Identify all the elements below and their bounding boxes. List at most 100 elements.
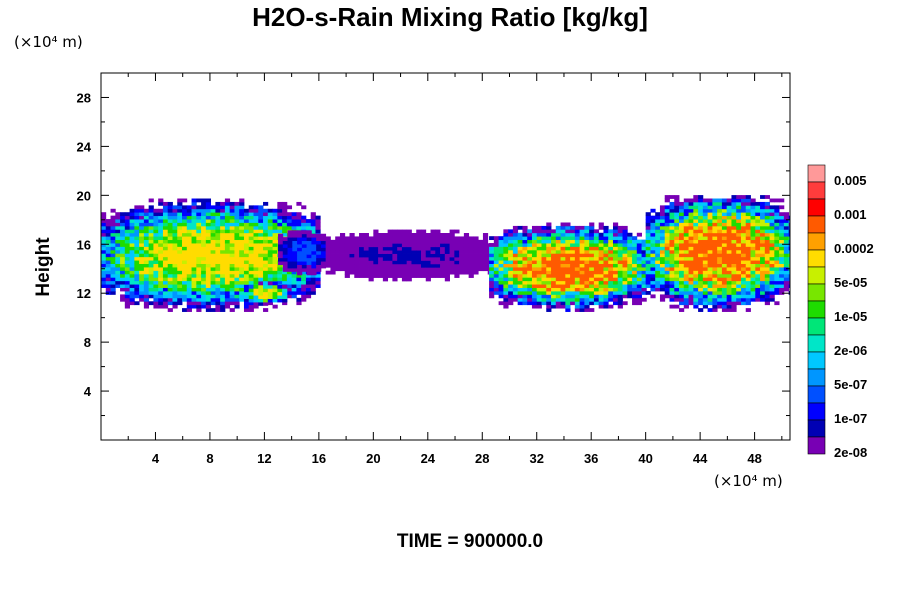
colorbar-swatch bbox=[807, 368, 826, 387]
heatmap-cell bbox=[248, 225, 254, 230]
heatmap-cell bbox=[736, 273, 742, 278]
heatmap-cell bbox=[478, 239, 484, 244]
heatmap-cell bbox=[220, 232, 226, 237]
heatmap-cell bbox=[382, 239, 389, 244]
heatmap-cell bbox=[139, 287, 145, 292]
heatmap-cell bbox=[593, 280, 600, 285]
heatmap-cell bbox=[760, 253, 766, 258]
heatmap-cell bbox=[459, 267, 465, 272]
heatmap-cell bbox=[669, 239, 675, 244]
heatmap-cell bbox=[669, 232, 675, 237]
heatmap-cell bbox=[263, 256, 269, 261]
heatmap-cell bbox=[224, 280, 231, 285]
heatmap-cell bbox=[736, 284, 742, 288]
heatmap-cell bbox=[755, 205, 761, 210]
heatmap-cell bbox=[712, 260, 718, 264]
heatmap-cell bbox=[310, 284, 316, 288]
heatmap-cell bbox=[139, 219, 145, 223]
heatmap-cell bbox=[162, 219, 169, 223]
heatmap-cell bbox=[565, 280, 571, 285]
colorbar-swatch bbox=[807, 266, 826, 285]
heatmap-cell bbox=[205, 304, 212, 309]
heatmap-cell bbox=[546, 239, 552, 244]
heatmap-cell bbox=[755, 297, 761, 302]
heatmap-cell bbox=[760, 287, 766, 292]
heatmap-cell bbox=[693, 260, 699, 264]
heatmap-cell bbox=[712, 225, 718, 230]
heatmap-cell bbox=[158, 212, 164, 217]
heatmap-cell bbox=[527, 229, 533, 234]
heatmap-cell bbox=[368, 253, 374, 258]
heatmap-cell bbox=[517, 301, 523, 306]
heatmap-cell bbox=[172, 222, 178, 227]
heatmap-cell bbox=[177, 222, 183, 227]
heatmap-cell bbox=[774, 273, 780, 278]
heatmap-cell bbox=[191, 273, 197, 278]
heatmap-cell bbox=[263, 302, 269, 306]
heatmap-cell bbox=[124, 304, 130, 309]
heatmap-cell bbox=[182, 236, 188, 241]
heatmap-cell bbox=[498, 239, 504, 244]
heatmap-cell bbox=[702, 201, 709, 206]
heatmap-cell bbox=[282, 215, 288, 220]
heatmap-cell bbox=[527, 236, 533, 241]
heatmap-cell bbox=[712, 243, 718, 247]
heatmap-cell bbox=[115, 225, 121, 230]
heatmap-cell bbox=[344, 239, 350, 244]
heatmap-cell bbox=[598, 253, 604, 258]
heatmap-cell bbox=[401, 243, 408, 248]
heatmap-cell bbox=[330, 256, 336, 261]
heatmap-cell bbox=[655, 249, 661, 254]
heatmap-cell bbox=[731, 267, 737, 271]
heatmap-cell bbox=[248, 215, 254, 220]
heatmap-cell bbox=[617, 284, 623, 288]
heatmap-cell bbox=[420, 233, 427, 237]
heatmap-cell bbox=[229, 239, 235, 244]
heatmap-cell bbox=[769, 294, 775, 299]
heatmap-cell bbox=[659, 208, 666, 213]
heatmap-cell bbox=[139, 232, 145, 237]
heatmap-cell bbox=[454, 229, 460, 234]
heatmap-cell bbox=[110, 215, 116, 220]
heatmap-cell bbox=[536, 260, 542, 264]
colorbar-swatch bbox=[807, 334, 826, 353]
heatmap-cell bbox=[172, 249, 178, 254]
heatmap-cell bbox=[344, 263, 350, 268]
heatmap-cell bbox=[503, 280, 509, 285]
heatmap-cell bbox=[239, 277, 245, 282]
heatmap-cell bbox=[425, 236, 431, 241]
heatmap-cell bbox=[134, 290, 140, 295]
heatmap-cell bbox=[669, 273, 675, 278]
heatmap-cell bbox=[641, 243, 647, 247]
heatmap-cell bbox=[440, 250, 446, 254]
heatmap-cell bbox=[301, 287, 307, 292]
heatmap-cell bbox=[598, 225, 604, 230]
heatmap-cell bbox=[205, 232, 212, 237]
heatmap-cell bbox=[239, 225, 245, 230]
heatmap-cell bbox=[129, 212, 135, 217]
heatmap-cell bbox=[167, 301, 173, 306]
heatmap-cell bbox=[411, 263, 417, 268]
heatmap-cell bbox=[440, 270, 446, 275]
heatmap-cell bbox=[115, 222, 121, 227]
heatmap-cell bbox=[201, 267, 207, 271]
heatmap-cell bbox=[229, 201, 235, 206]
heatmap-cell bbox=[560, 249, 566, 254]
heatmap-cell bbox=[177, 284, 183, 288]
heatmap-cell bbox=[330, 250, 336, 254]
heatmap-cell bbox=[745, 273, 751, 278]
heatmap-cell bbox=[406, 267, 412, 272]
heatmap-cell bbox=[315, 270, 321, 275]
heatmap-cell bbox=[148, 270, 154, 275]
heatmap-cell bbox=[731, 222, 737, 227]
heatmap-cell bbox=[731, 232, 737, 237]
heatmap-cell bbox=[688, 232, 694, 237]
heatmap-cell bbox=[258, 239, 264, 244]
heatmap-cell bbox=[721, 277, 728, 282]
heatmap-cell bbox=[574, 301, 581, 306]
heatmap-cell bbox=[153, 256, 159, 261]
heatmap-cell bbox=[196, 270, 202, 275]
heatmap-cell bbox=[382, 270, 389, 275]
heatmap-cell bbox=[167, 205, 173, 210]
heatmap-cell bbox=[603, 239, 609, 244]
